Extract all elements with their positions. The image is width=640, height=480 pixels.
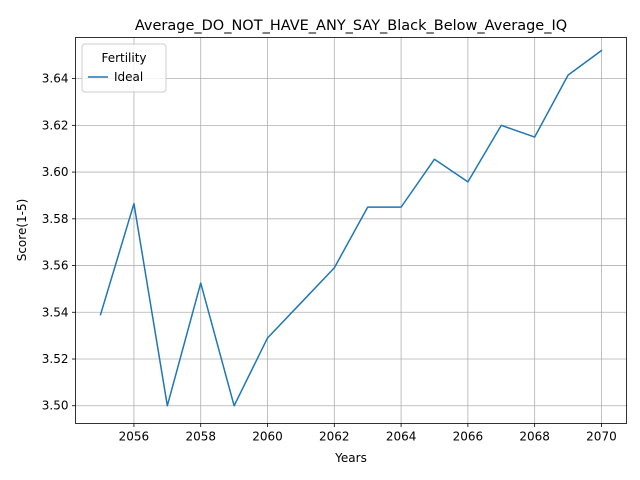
series-line-ideal <box>99 49 603 407</box>
y-tick-label: 3.50 <box>42 399 69 413</box>
series-layer <box>99 49 603 407</box>
plot-frame <box>75 37 627 424</box>
grid <box>75 37 627 424</box>
x-tick-label: 2066 <box>453 430 484 444</box>
x-tick-label: 2064 <box>386 430 417 444</box>
x-tick-label: 2068 <box>519 430 550 444</box>
x-tick-label: 2060 <box>252 430 283 444</box>
y-axis-label: Score(1-5) <box>15 199 29 262</box>
y-tick-label: 3.56 <box>42 259 69 273</box>
x-tick-label: 2070 <box>586 430 617 444</box>
legend-label-ideal: Ideal <box>114 70 143 84</box>
legend-title: Fertility <box>101 51 146 65</box>
x-axis-label: Years <box>334 451 367 465</box>
x-tick-label: 2056 <box>119 430 150 444</box>
y-tick-label: 3.58 <box>42 212 69 226</box>
axis-ticks: 2056 2058 2060 2062 2064 2066 2068 2070 3.50 3.52… <box>42 72 617 444</box>
y-tick-label: 3.60 <box>42 165 69 179</box>
y-tick-label: 3.64 <box>42 72 69 86</box>
legend-box <box>81 43 167 93</box>
y-tick-label: 3.52 <box>42 352 69 366</box>
x-tick-label: 2062 <box>319 430 350 444</box>
y-tick-label: 3.54 <box>42 305 69 319</box>
y-tick-label: 3.62 <box>42 118 69 132</box>
chart-title: Average_DO_NOT_HAVE_ANY_SAY_Black_Below_… <box>135 18 567 34</box>
legend: Fertility Ideal <box>81 43 167 93</box>
x-tick-label: 2058 <box>185 430 216 444</box>
